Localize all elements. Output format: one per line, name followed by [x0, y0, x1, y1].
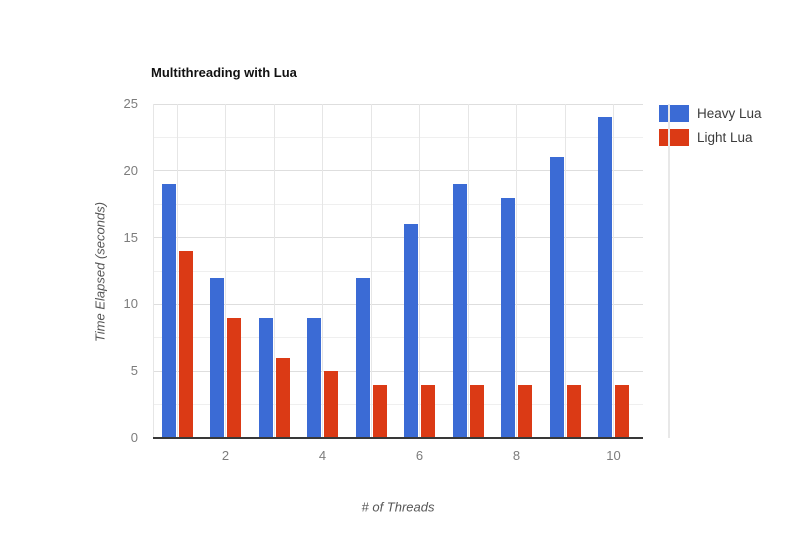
y-tick-label: 20 — [123, 162, 138, 178]
y-minor-gridline — [153, 270, 643, 272]
bar-light-lua — [324, 371, 338, 438]
bar-light-lua — [566, 384, 581, 438]
bar-heavy-lua — [161, 184, 176, 438]
y-minor-gridline — [153, 136, 643, 138]
x-gridline — [322, 104, 323, 438]
x-gridline — [613, 104, 614, 438]
y-minor-gridline — [153, 203, 643, 205]
y-tick-label: 0 — [130, 430, 138, 445]
x-gridline — [273, 104, 275, 438]
legend-label-heavy-lua: Heavy Lua — [697, 106, 762, 121]
x-axis-title: # of Threads — [361, 499, 435, 515]
y-axis-title: Time Elapsed (seconds) — [92, 201, 108, 343]
bar-light-lua — [372, 384, 387, 438]
bar-heavy-lua — [549, 157, 564, 438]
y-gridline — [153, 237, 643, 239]
y-minor-gridline — [153, 337, 643, 339]
y-minor-gridline — [153, 404, 643, 406]
x-tick-label: 10 — [606, 448, 621, 463]
x-axis-baseline — [153, 437, 643, 439]
legend-swatch-heavy-lua — [659, 105, 689, 122]
bar-heavy-lua — [598, 117, 612, 438]
y-gridline — [153, 370, 643, 372]
y-tick-label: 15 — [123, 229, 138, 245]
legend-label-light-lua: Light Lua — [697, 130, 753, 145]
x-gridline — [176, 104, 178, 438]
y-tick-label: 5 — [130, 363, 138, 379]
x-gridline — [370, 104, 372, 438]
x-gridline — [516, 104, 517, 438]
bar-light-lua — [518, 384, 532, 438]
bar-heavy-lua — [355, 277, 370, 438]
legend-item-light-lua: Light Lua — [659, 129, 762, 146]
bar-heavy-lua — [307, 317, 321, 438]
y-tick-label: 10 — [123, 296, 138, 312]
bar-light-lua — [227, 317, 241, 438]
chart-title: Multithreading with Lua — [151, 65, 297, 80]
bar-light-lua — [421, 384, 435, 438]
x-gridline — [564, 104, 566, 438]
x-tick-label: 2 — [221, 448, 230, 463]
bar-light-lua — [275, 357, 290, 438]
y-tick-label: 25 — [123, 96, 138, 111]
x-tick-label: 6 — [415, 448, 424, 463]
plot-area — [153, 103, 668, 439]
bar-heavy-lua — [501, 197, 515, 438]
x-tick-label: 4 — [318, 448, 327, 463]
bar-heavy-lua — [404, 224, 418, 438]
bar-heavy-lua — [258, 317, 273, 438]
x-gridline — [467, 104, 469, 438]
y-gridline — [153, 170, 643, 172]
x-tick-label: 8 — [512, 448, 521, 463]
plot-left-border — [153, 104, 154, 438]
x-gridline — [225, 104, 226, 438]
bar-light-lua — [178, 250, 193, 438]
legend-swatch-light-lua — [659, 129, 689, 146]
y-gridline — [153, 103, 643, 105]
y-gridline — [153, 303, 643, 305]
bar-light-lua — [615, 384, 629, 438]
plot-right-border — [668, 104, 670, 438]
bar-heavy-lua — [452, 184, 467, 438]
legend: Heavy Lua Light Lua — [659, 105, 762, 153]
bar-light-lua — [469, 384, 484, 438]
bar-heavy-lua — [210, 277, 224, 438]
legend-item-heavy-lua: Heavy Lua — [659, 105, 762, 122]
x-gridline — [419, 104, 420, 438]
